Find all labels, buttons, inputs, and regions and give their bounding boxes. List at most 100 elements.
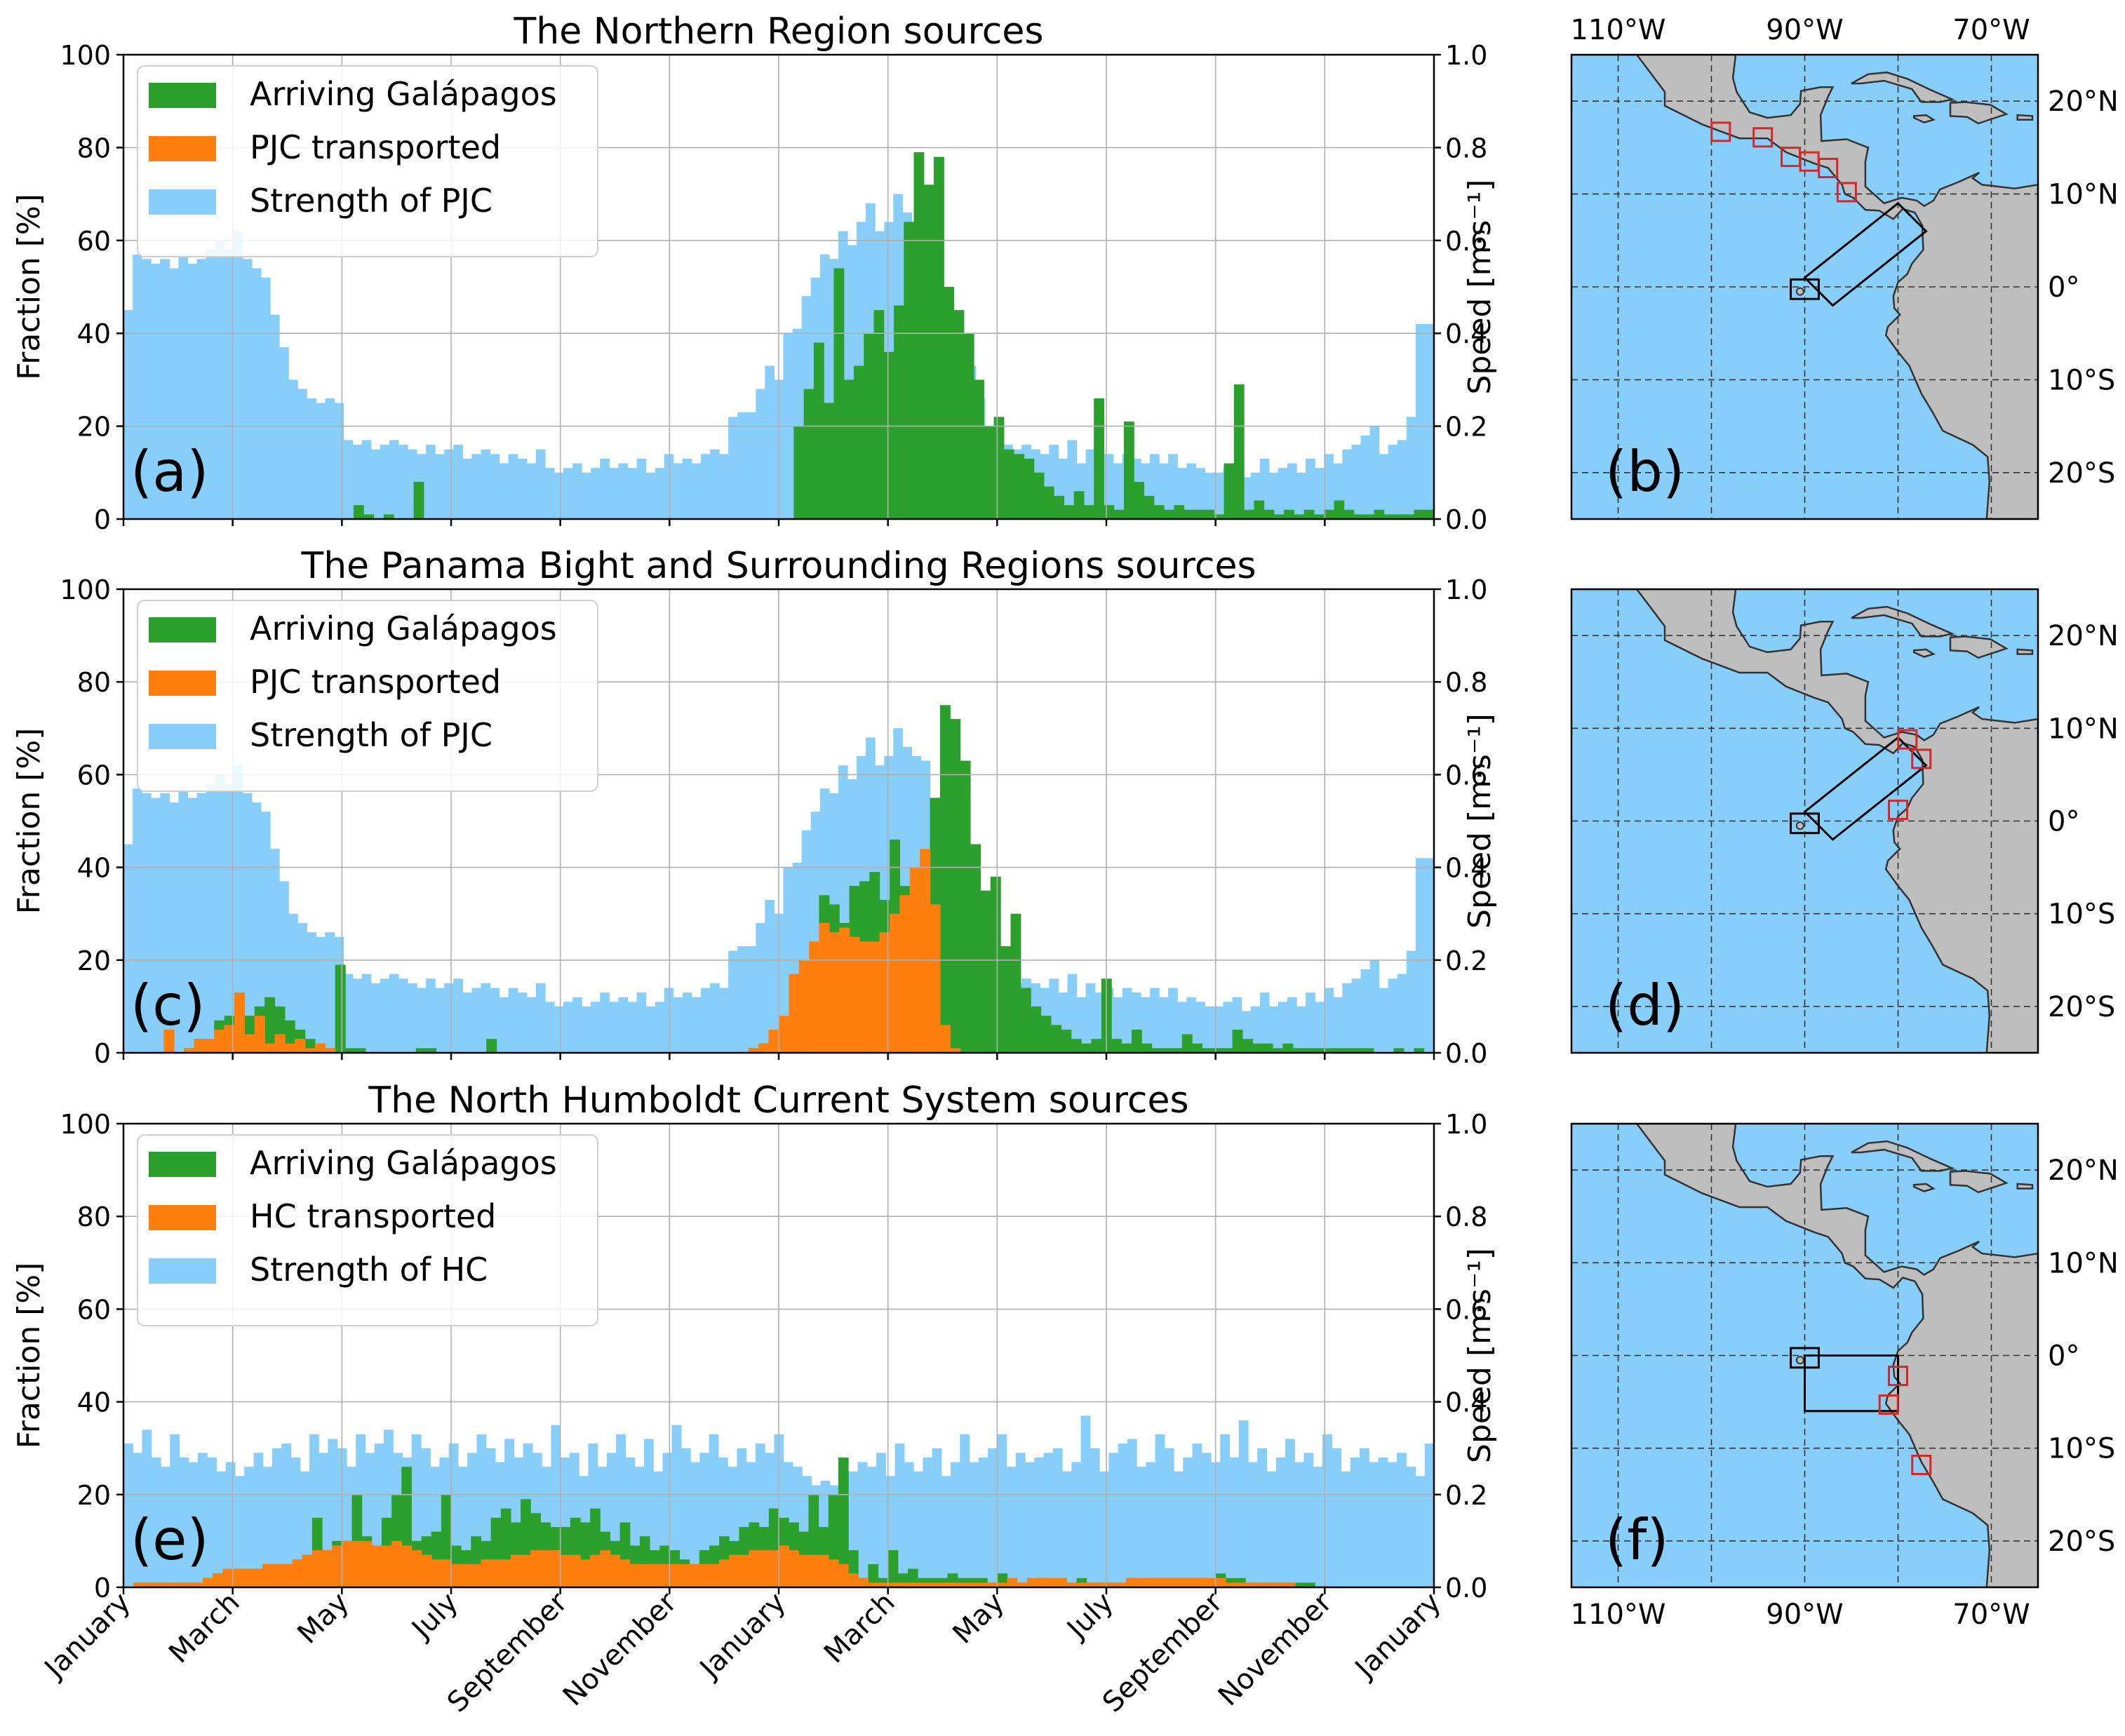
legend-label: Strength of PJC: [250, 182, 492, 220]
arriving-bar: [893, 305, 904, 519]
arriving-bar: [1073, 491, 1085, 519]
transported-bar: [264, 1043, 276, 1053]
strength-bar: [923, 1457, 933, 1587]
transported-bar: [920, 849, 931, 1053]
strength-bar: [1324, 454, 1334, 519]
strength-bar: [1122, 988, 1132, 1053]
arriving-bar: [843, 379, 854, 519]
strength-bar: [1266, 1471, 1277, 1587]
transported-bar: [521, 1554, 531, 1587]
strength-bar: [563, 468, 573, 519]
legend: Arriving Galápagos PJC transported Strengt…: [137, 600, 598, 792]
strength-bar: [290, 1457, 301, 1587]
strength-bar: [215, 240, 225, 519]
strength-bar: [1424, 1444, 1435, 1587]
arriving-bar: [960, 760, 971, 1053]
strength-bar: [1406, 1467, 1416, 1587]
arriving-bar: [415, 1048, 427, 1053]
strength-bar: [197, 1453, 208, 1587]
strength-bar: [1268, 1006, 1279, 1053]
land-island: [1912, 1183, 1936, 1192]
strength-bar: [380, 978, 390, 1053]
transported-bar: [639, 1563, 650, 1587]
strength-bar: [1315, 468, 1325, 519]
arriving-bar: [1061, 1029, 1072, 1053]
strength-bar: [1406, 950, 1416, 1053]
strength-bar: [389, 974, 399, 1053]
strength-bar: [1229, 1457, 1240, 1587]
y2-tick-label: 0.4: [1445, 318, 1487, 349]
strength-bar: [234, 1476, 245, 1587]
arriving-bar: [883, 351, 894, 519]
strength-bar: [1183, 1457, 1193, 1587]
lat-tick-label: 20°N: [2048, 620, 2119, 652]
source-site-box: [1710, 121, 1731, 142]
strength-bar: [690, 1462, 700, 1587]
y2-tick-label: 0.2: [1445, 412, 1487, 443]
arriving-bar: [1020, 988, 1031, 1053]
arriving-bar: [824, 403, 835, 519]
transported-bar: [274, 1034, 286, 1053]
strength-bar: [270, 314, 280, 519]
strength-bar: [316, 403, 326, 519]
strength-bar: [673, 463, 683, 519]
transported-bar: [163, 1029, 175, 1053]
arriving-bar: [813, 342, 824, 519]
transported-bar: [748, 1048, 759, 1053]
strength-bar: [352, 978, 363, 1053]
transported-bar: [461, 1563, 471, 1587]
lat-tick-label: 10°N: [2048, 1247, 2119, 1279]
transported-bar: [203, 1577, 213, 1587]
strength-bar: [380, 445, 390, 519]
transported-bar: [325, 1048, 336, 1053]
strength-bar: [325, 398, 335, 519]
arriving-bar: [1414, 1048, 1425, 1053]
strength-bar: [398, 445, 408, 519]
land-island: [1949, 1170, 2009, 1194]
strength-bar: [123, 310, 133, 519]
strength-bar: [1127, 1439, 1137, 1587]
arriving-bar: [1294, 514, 1305, 519]
strength-bar: [151, 798, 161, 1053]
transported-bar: [600, 1550, 611, 1587]
strength-bar: [272, 1448, 282, 1587]
transported-bar: [371, 1545, 382, 1587]
strength-bar: [352, 445, 363, 519]
arriving-bar: [1242, 1039, 1253, 1053]
strength-bar: [279, 347, 289, 519]
strength-bar: [1369, 426, 1380, 519]
transported-bar: [768, 1029, 779, 1053]
y2-axis-label: Speed [m·s⁻¹]: [1462, 713, 1498, 929]
legend-label: PJC transported: [250, 128, 501, 166]
lat-tick-label: 20°S: [2048, 457, 2115, 490]
transported-bar: [292, 1559, 303, 1587]
strength-bar: [1238, 1420, 1249, 1587]
strength-bar: [1259, 993, 1270, 1053]
y-tick-label: 0: [94, 1573, 111, 1603]
strength-bar: [170, 1434, 180, 1587]
strength-bar: [719, 454, 729, 519]
transported-bar: [839, 927, 850, 1053]
arriving-bar: [1393, 1048, 1405, 1053]
y2-tick-label: 1.0: [1445, 1109, 1487, 1140]
strength-bar: [169, 802, 179, 1053]
strength-bar: [572, 997, 582, 1053]
strength-bar: [262, 1467, 273, 1587]
y-tick-label: 40: [77, 853, 111, 884]
transported-bar: [819, 922, 830, 1053]
transport-region: [1803, 736, 1928, 841]
transported-bar: [1007, 1577, 1018, 1587]
strength-bar: [188, 1462, 199, 1587]
chart-panel-1: 0 20 40 60 80 100 0.0 0.2 0.4 0.6 0.8 1.0 The Northe…: [11, 11, 1498, 535]
strength-bar: [398, 978, 408, 1053]
arriving-bar: [887, 1550, 899, 1587]
transported-bar: [163, 1582, 174, 1587]
transported-bar: [1066, 1582, 1078, 1587]
transported-bar: [937, 1582, 948, 1587]
arriving-bar: [993, 417, 1005, 519]
arriving-bar: [939, 705, 951, 1053]
strength-bar: [1155, 1434, 1165, 1587]
strength-bar: [307, 932, 316, 1053]
arriving-bar: [1091, 1039, 1102, 1053]
y-tick-label: 60: [77, 760, 111, 790]
